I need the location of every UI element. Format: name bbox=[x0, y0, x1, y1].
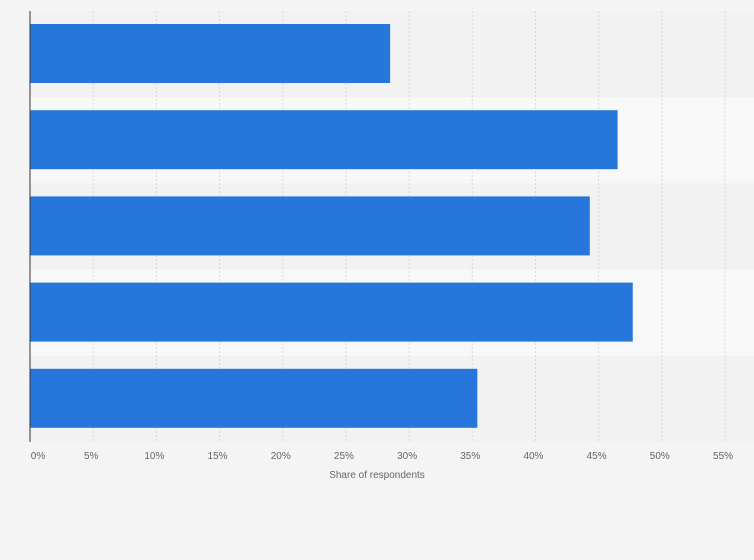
bar[interactable] bbox=[30, 110, 618, 170]
x-tick-label: 40% bbox=[523, 451, 543, 462]
bar[interactable] bbox=[30, 282, 633, 342]
bar[interactable] bbox=[30, 368, 478, 428]
x-tick-label: 25% bbox=[334, 451, 354, 462]
x-tick-label: 35% bbox=[460, 451, 480, 462]
x-tick-label: 55% bbox=[713, 451, 733, 462]
x-tick-label: 10% bbox=[144, 451, 164, 462]
bar[interactable] bbox=[30, 196, 590, 256]
x-tick-label: 15% bbox=[208, 451, 228, 462]
x-tick-label: 30% bbox=[397, 451, 417, 462]
x-tick-label: 20% bbox=[271, 451, 291, 462]
x-tick-label: 50% bbox=[650, 451, 670, 462]
x-axis-title: Share of respondents bbox=[329, 470, 425, 481]
x-tick-label: 0% bbox=[31, 451, 46, 462]
x-tick-label: 45% bbox=[587, 451, 607, 462]
bar[interactable] bbox=[30, 24, 391, 83]
x-tick-label: 5% bbox=[84, 451, 99, 462]
